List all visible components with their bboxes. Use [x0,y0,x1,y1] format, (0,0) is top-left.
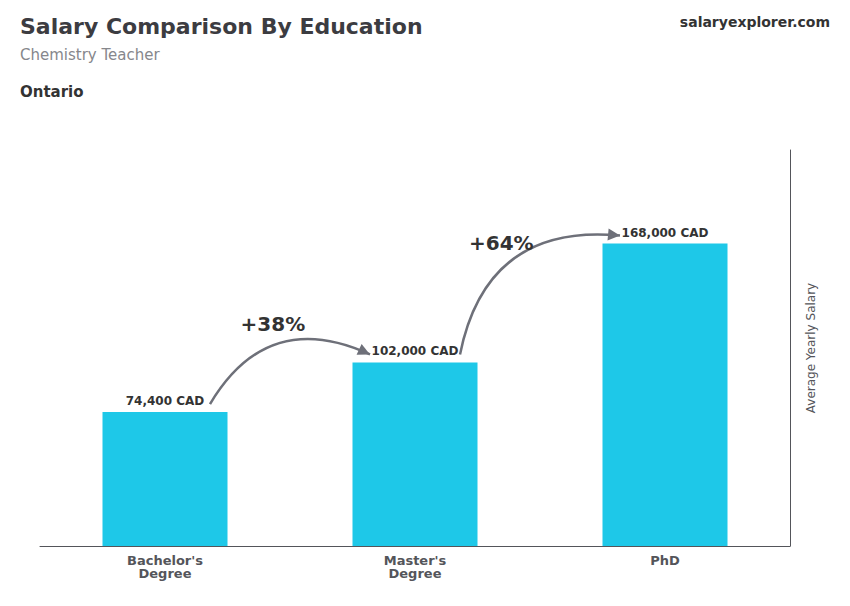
svg-text:Degree: Degree [139,566,192,581]
svg-text:+64%: +64% [469,231,534,255]
svg-text:168,000 CAD: 168,000 CAD [622,226,709,240]
svg-text:Chemistry Teacher: Chemistry Teacher [20,46,161,64]
svg-text:+38%: +38% [241,312,306,336]
svg-text:Salary Comparison By Education: Salary Comparison By Education [20,14,423,39]
svg-text:PhD: PhD [650,553,680,568]
svg-text:74,400 CAD: 74,400 CAD [126,394,205,408]
svg-text:Bachelor's: Bachelor's [127,553,203,568]
svg-text:salaryexplorer.com: salaryexplorer.com [680,14,830,30]
svg-text:Ontario: Ontario [20,83,84,101]
svg-text:Average Yearly Salary: Average Yearly Salary [804,283,818,413]
svg-text:Master's: Master's [383,553,447,568]
svg-text:102,000 CAD: 102,000 CAD [372,344,459,358]
svg-text:Degree: Degree [389,566,442,581]
